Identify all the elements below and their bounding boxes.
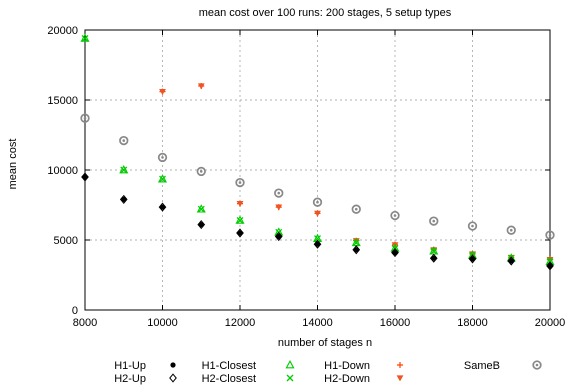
- legend-marker-h2-down: [396, 375, 404, 382]
- legend-label-h1-closest: H1-Closest: [202, 360, 256, 372]
- point-h2-down: [197, 83, 205, 90]
- point-sameb: [351, 204, 361, 214]
- y-tick-label: 10000: [47, 165, 78, 177]
- point-h2-closest: [120, 166, 128, 174]
- point-h1-up: [159, 204, 166, 210]
- point-sameb: [274, 188, 284, 198]
- point-h1-up: [314, 241, 321, 247]
- legend-label-h2-down: H2-Down: [324, 373, 370, 385]
- point-h2-up: [119, 194, 128, 204]
- point-h2-up: [468, 254, 477, 264]
- point-sameb: [506, 225, 516, 235]
- point-h2-down: [159, 89, 166, 95]
- point-h1-closest: [157, 174, 168, 183]
- point-h2-up: [429, 253, 438, 263]
- point-h2-up: [391, 248, 399, 258]
- point-h1-closest: [80, 33, 90, 42]
- point-h2-closest: [236, 216, 244, 224]
- point-sameb: [390, 210, 400, 221]
- point-sameb: [119, 135, 129, 146]
- point-h2-down: [352, 238, 360, 245]
- x-tick-label: 20000: [535, 317, 566, 329]
- point-h2-up: [352, 245, 361, 255]
- point-h1-up: [508, 258, 514, 264]
- chart-title: mean cost over 100 runs: 200 stages, 5 s…: [199, 7, 452, 19]
- x-tick-label: 16000: [380, 317, 411, 329]
- point-sameb: [196, 166, 206, 177]
- legend-label-h1-down: H1-Down: [324, 360, 370, 372]
- point-h2-up: [274, 231, 283, 242]
- point-h2-up: [313, 239, 322, 249]
- x-tick-label: 10000: [147, 317, 178, 329]
- legend-label-sameb: SameB: [464, 360, 500, 372]
- point-h1-closest: [119, 165, 129, 174]
- point-h1-up: [547, 263, 553, 269]
- grid-lines: [85, 30, 550, 310]
- legend-marker-sameb: [532, 360, 542, 370]
- point-h2-up: [507, 256, 516, 266]
- axis-ticks: 8000 10000 12000 14000 16000 18000 20000 0 5000 1…: [47, 25, 565, 329]
- point-h2-down: [275, 204, 283, 211]
- point-h1-up: [392, 250, 398, 256]
- y-axis-label: mean cost: [7, 139, 19, 190]
- legend-marker-h1-up: [170, 362, 176, 368]
- point-h2-up: [158, 202, 167, 212]
- point-h2-closest: [352, 239, 360, 247]
- point-h1-up: [469, 256, 476, 262]
- x-tick-label: 12000: [225, 317, 256, 329]
- point-h1-closest: [235, 215, 245, 224]
- point-h1-up: [198, 222, 204, 228]
- legend-label-h2-up: H2-Up: [114, 373, 146, 385]
- point-h2-closest: [314, 235, 321, 243]
- point-h2-down: [546, 257, 554, 263]
- x-tick-label: 8000: [73, 317, 97, 329]
- y-tick-label: 15000: [47, 95, 78, 107]
- point-h1-up: [353, 247, 359, 253]
- point-h2-closest: [81, 34, 89, 42]
- point-sameb: [467, 221, 478, 231]
- legend-marker-h1-down: [397, 362, 403, 368]
- x-axis-label: number of stages n: [278, 337, 372, 349]
- point-h2-up: [197, 220, 206, 230]
- x-tick-label: 18000: [457, 317, 488, 329]
- y-tick-label: 20000: [47, 25, 78, 37]
- point-sameb: [157, 152, 168, 163]
- point-h2-up: [546, 261, 554, 271]
- point-sameb: [429, 216, 439, 226]
- point-h1-closest: [196, 204, 206, 213]
- point-h1-up: [237, 230, 243, 236]
- y-tick-label: 0: [72, 305, 78, 317]
- point-sameb: [545, 230, 555, 240]
- legend-marker-h2-closest: [286, 374, 294, 382]
- point-h2-up: [81, 172, 89, 182]
- point-sameb: [80, 113, 90, 123]
- data-points: [80, 33, 555, 271]
- point-h2-down: [314, 210, 321, 217]
- point-h1-up: [276, 233, 282, 240]
- point-h1-up: [121, 196, 127, 202]
- legend-label-h1-up: H1-Up: [114, 360, 146, 372]
- point-h2-up: [236, 228, 244, 238]
- y-tick-label: 5000: [54, 235, 78, 247]
- legend-marker-h2-up: [169, 373, 177, 383]
- point-h2-closest: [159, 175, 166, 183]
- x-tick-label: 14000: [302, 317, 333, 329]
- point-sameb: [235, 177, 245, 188]
- point-h2-closest: [430, 247, 438, 255]
- point-h2-down: [236, 201, 244, 207]
- point-h1-closest: [312, 233, 323, 242]
- point-sameb: [312, 197, 323, 207]
- point-h1-up: [82, 174, 88, 180]
- point-h1-up: [431, 255, 437, 261]
- point-h2-closest: [197, 205, 205, 213]
- legend-marker-h1-closest: [285, 360, 295, 369]
- legend-label-h2-closest: H2-Closest: [202, 373, 256, 385]
